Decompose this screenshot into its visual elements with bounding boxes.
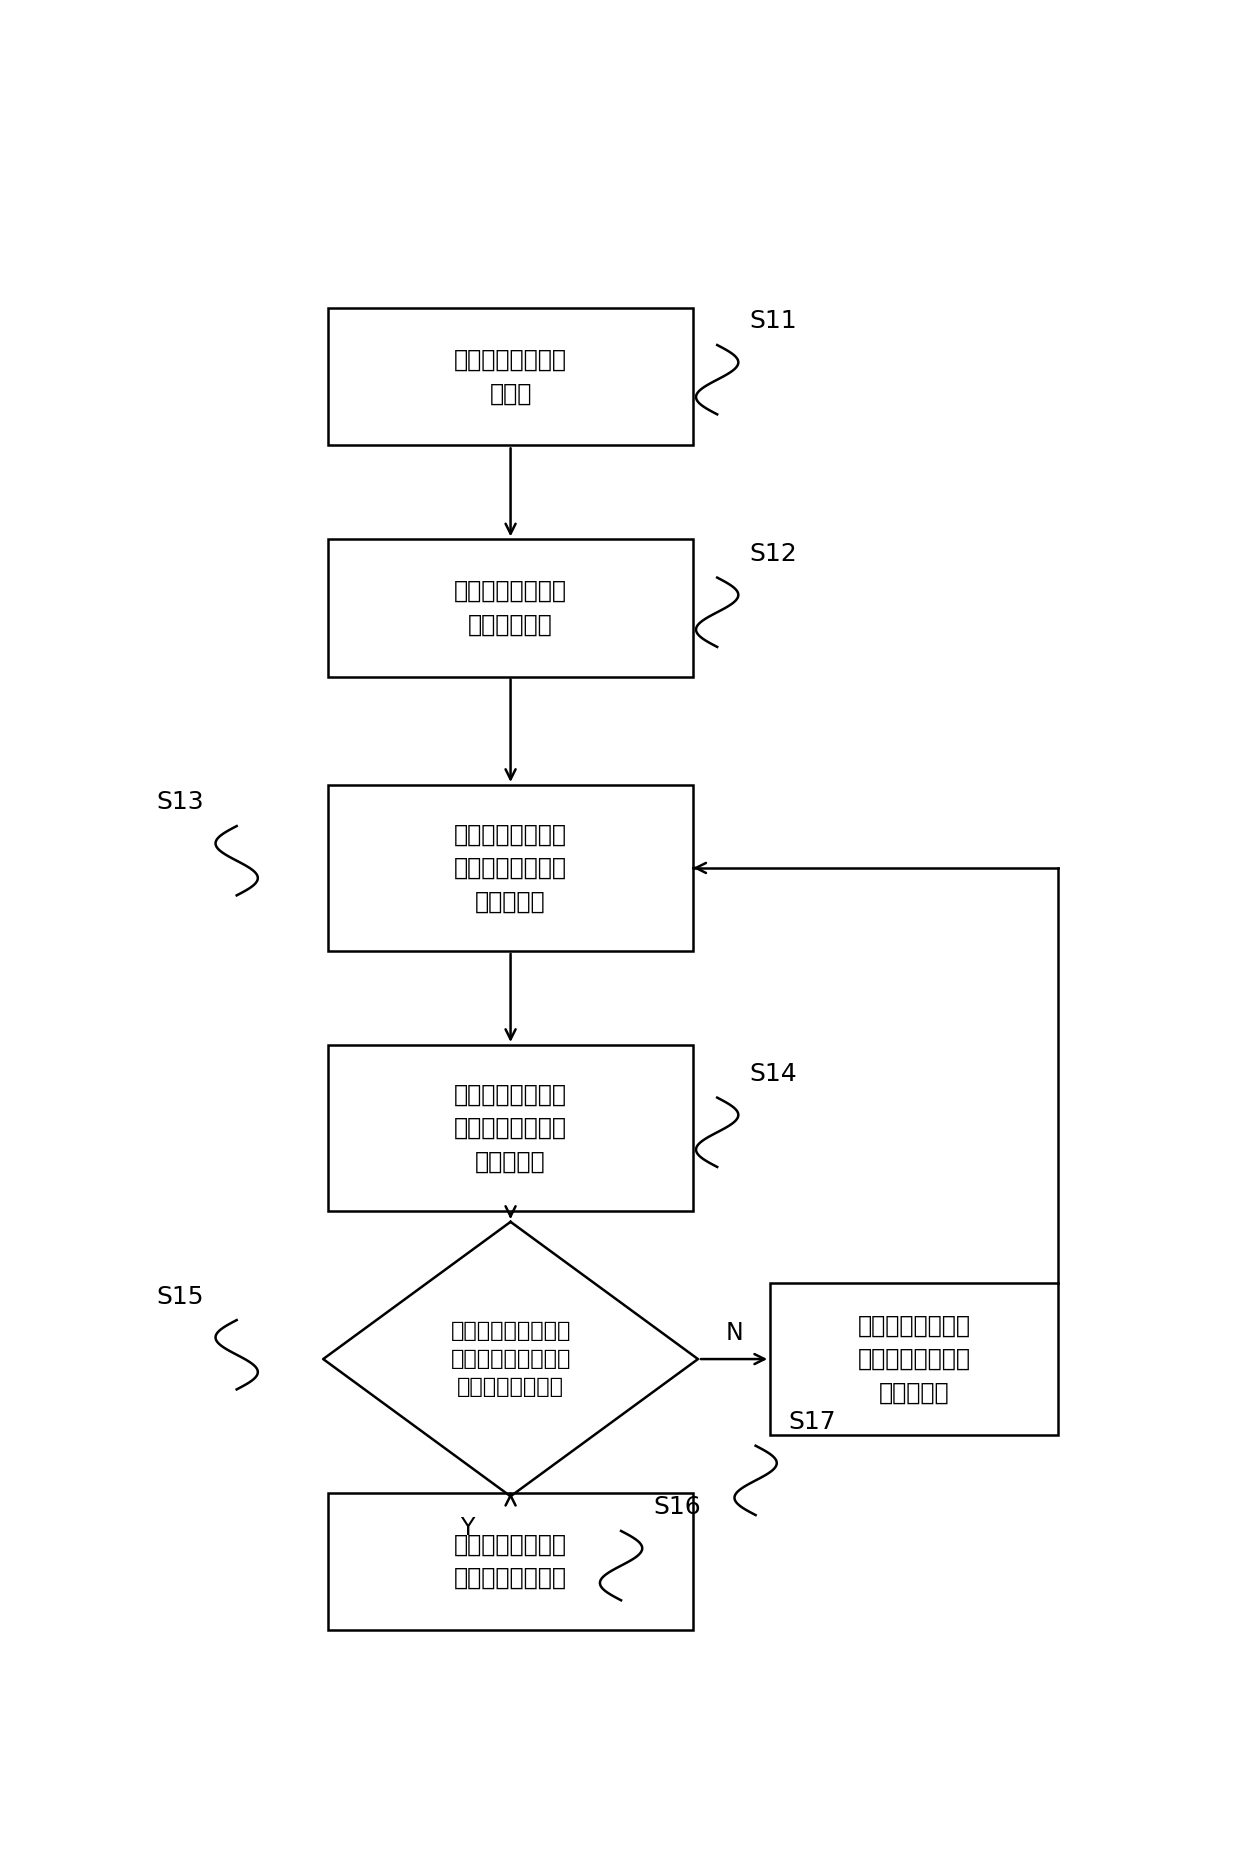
Bar [327,308,693,445]
Bar [327,538,693,677]
Bar [327,784,693,951]
Text: 第一平均点和凹陷点
的平均点的欧拉距离
是否小于设定阈值: 第一平均点和凹陷点 的平均点的欧拉距离 是否小于设定阈值 [450,1321,570,1398]
Text: S13: S13 [156,790,205,814]
Text: 取得手势图像的最
大轮廓: 取得手势图像的最 大轮廓 [454,349,567,405]
Text: S15: S15 [156,1285,205,1309]
Bar [770,1283,1058,1435]
Text: Y: Y [460,1516,475,1540]
Text: 取得最大轮廓的凹
陷点的平均点: 取得最大轮廓的凹 陷点的平均点 [454,580,567,636]
Text: 使用腐蚀算法处理
最大轮廓，得到处
理后的轮廓: 使用腐蚀算法处理 最大轮廓，得到处 理后的轮廓 [454,822,567,914]
Text: 以第一平均点为掌
心，得到手势轮廓: 以第一平均点为掌 心，得到手势轮廓 [454,1533,567,1591]
Text: S14: S14 [750,1062,797,1086]
Text: N: N [725,1321,743,1345]
Text: S11: S11 [750,310,797,334]
Text: S16: S16 [653,1495,702,1520]
Bar [327,1045,693,1212]
Bar [327,1493,693,1630]
Text: S17: S17 [789,1411,836,1433]
Text: S12: S12 [750,542,797,567]
Text: 删除凹陷平均点和
第一平均点的中线
一侧的轮廓: 删除凹陷平均点和 第一平均点的中线 一侧的轮廓 [858,1313,971,1405]
Text: 对处理后的轮廓的
像素点加权，得到
第一平均点: 对处理后的轮廓的 像素点加权，得到 第一平均点 [454,1082,567,1174]
